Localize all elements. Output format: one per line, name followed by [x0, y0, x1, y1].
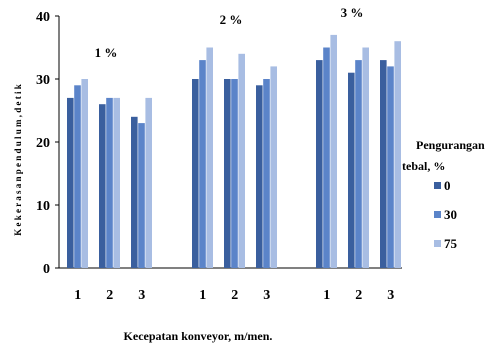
legend-swatch [434, 211, 441, 218]
bar-2-1-30 [199, 60, 206, 268]
bar-3-2-30 [355, 60, 362, 268]
bar-3-3-0 [380, 60, 387, 268]
legend-swatch [434, 240, 441, 247]
bar-2-1-0 [192, 79, 199, 268]
x-tick-label: 3 [138, 288, 145, 303]
bar-1-3-0 [131, 116, 138, 268]
x-ticks: 1 2 3 1 2 3 1 2 3 [74, 288, 394, 303]
group-label: 3 % [341, 5, 364, 20]
bars [67, 34, 401, 269]
bar-1-3-30 [138, 123, 145, 268]
y-tick-label: 0 [43, 262, 50, 277]
group-label: 1 % [95, 45, 118, 60]
bar-1-1-0 [67, 97, 74, 269]
bar-1-1-75 [81, 79, 88, 268]
bar-1-2-0 [99, 104, 106, 268]
y-tick-label: 20 [36, 136, 50, 151]
bar-3-1-75 [330, 34, 337, 269]
x-tick-label: 3 [387, 288, 394, 303]
x-axis-label: Kecepatan konveyor, m/men. [124, 329, 273, 343]
bar-2-3-0 [256, 85, 263, 268]
bar-2-2-75 [238, 53, 245, 268]
y-axis-label: K e k e r a s a n p e n d u l u m , d e … [13, 84, 23, 236]
bar-2-3-75 [270, 66, 277, 269]
bar-3-2-75 [362, 47, 369, 268]
x-tick-label: 1 [199, 288, 206, 303]
legend: Pengurangan tebal, % 0 30 75 [402, 138, 485, 251]
legend-label: 0 [444, 178, 451, 193]
bar-2-2-30 [231, 79, 238, 268]
x-tick-label: 1 [74, 288, 81, 303]
bar-2-1-75 [206, 47, 213, 268]
x-tick-label: 2 [106, 288, 113, 303]
bar-1-1-30 [74, 85, 81, 268]
legend-label: 75 [444, 236, 458, 251]
legend-swatch [434, 182, 441, 189]
x-tick-label: 3 [263, 288, 270, 303]
bar-1-2-75 [113, 97, 120, 269]
legend-label: 30 [444, 207, 457, 222]
group-label: 2 % [220, 12, 243, 27]
bar-3-2-0 [348, 72, 355, 268]
bar-3-1-0 [316, 60, 323, 268]
bar-3-3-30 [387, 66, 394, 269]
y-tick-label: 30 [36, 73, 50, 88]
bar-3-1-30 [323, 47, 330, 268]
legend-title-line-1: Pengurangan [416, 138, 485, 152]
group-labels: 1 % 2 % 3 % [95, 5, 364, 60]
bar-1-2-30 [106, 97, 113, 269]
x-tick-label: 1 [323, 288, 330, 303]
bar-2-2-0 [224, 79, 231, 268]
bar-2-3-30 [263, 79, 270, 268]
x-tick-label: 2 [231, 288, 238, 303]
y-ticks: 0 10 20 30 40 [36, 10, 59, 277]
bar-3-3-75 [394, 41, 401, 269]
bar-1-3-75 [145, 97, 152, 269]
legend-title-line-2: tebal, % [402, 159, 445, 173]
x-tick-label: 2 [355, 288, 362, 303]
y-tick-label: 40 [36, 10, 50, 25]
y-tick-label: 10 [36, 199, 50, 214]
